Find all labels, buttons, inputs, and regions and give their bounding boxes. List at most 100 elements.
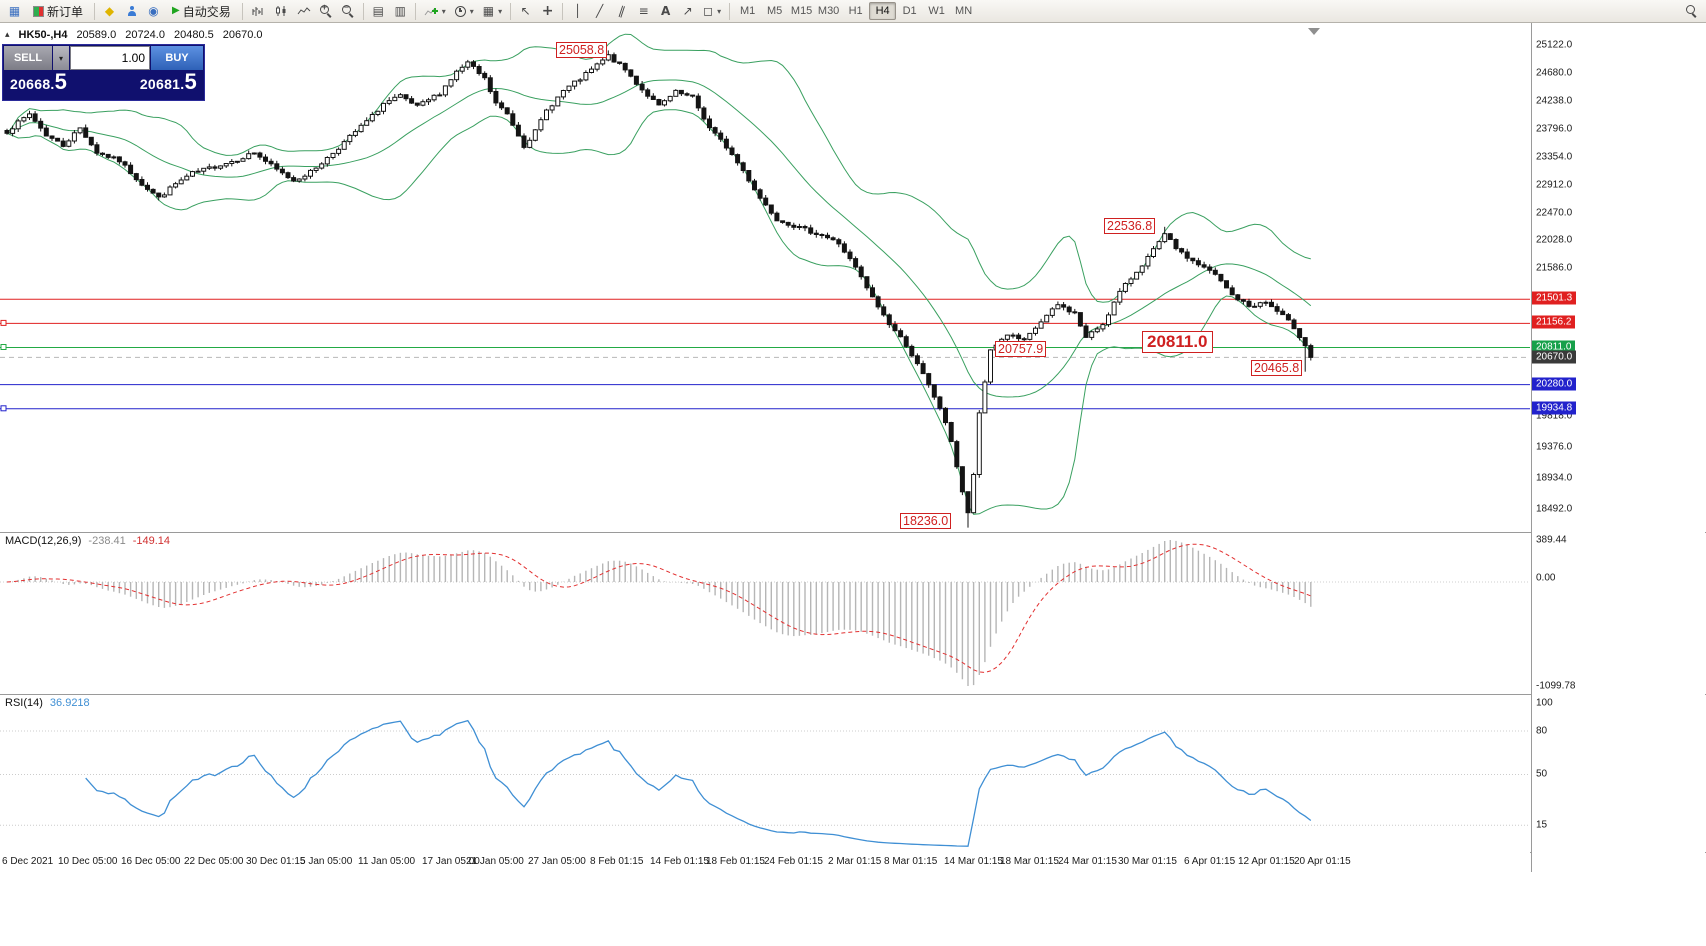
zoom-in-button[interactable]: + [316,2,337,21]
axis-label: 23796.0 [1536,123,1573,135]
symbol-label: HK50-,H4 [18,29,68,41]
toolbar: ▦ 新订单 ◆ ◉ ▶ 自动交易 + − ▤ ▥ ▾ ▾ ▦ ▾ ↖ + │ ╱ ∥… [0,0,1706,23]
vertical-line-tool-button[interactable]: │ [567,2,588,21]
candle-chart-type-button[interactable] [270,2,292,21]
timeframe-M15[interactable]: M15 [790,5,813,17]
price-annotation[interactable]: 18236.0 [900,513,952,529]
price-tag: 21156.2 [1532,315,1576,329]
bar-chart-type-button[interactable] [247,2,269,21]
chevron-down-icon: ▾ [441,6,446,16]
price-annotation[interactable]: 20811.0 [1142,331,1213,353]
shapes-tool-button[interactable]: ◻ ▾ [699,2,725,21]
ohlc-high: 20724.0 [125,29,165,41]
price-annotation[interactable]: 22536.8 [1104,218,1156,234]
price-axis[interactable]: 25122.0 24680.0 24238.0 23796.0 23354.0 22912… [1531,23,1705,872]
line-chart-type-button[interactable] [293,2,315,21]
tile-windows-button[interactable]: ▤ [368,2,389,21]
chart-shift-marker[interactable] [1308,28,1320,35]
new-order-button[interactable]: 新订单 [26,2,90,21]
price-annotation[interactable]: 20757.9 [995,341,1047,357]
price-chart-canvas[interactable] [0,23,1530,532]
axis-label: 80 [1536,725,1548,737]
macd-panel: MACD(12,26,9) -238.41 -149.14 [0,532,1530,694]
bar-chart-icon [252,7,263,16]
toolbar-separator [94,2,96,20]
price-annotation[interactable]: 20465.8 [1251,360,1303,376]
axis-label: 24238.0 [1536,95,1573,107]
cursor-icon: ↖ [520,4,531,18]
autotrade-button[interactable]: ▶ 自动交易 [165,2,238,21]
ohlc-open: 20589.0 [76,29,117,41]
crosshair-tool-button[interactable]: + [537,2,558,21]
compass-icon: ◆ [104,4,115,18]
chevron-down-icon: ▾ [498,6,503,16]
timeframe-MN[interactable]: MN [955,5,973,17]
axis-label: 23354.0 [1536,151,1573,163]
time-label: 10 Dec 05:00 [58,856,118,867]
search-button[interactable] [1681,2,1702,21]
time-label: 11 Jan 05:00 [358,856,416,867]
timeframe-W1[interactable]: W1 [928,5,945,17]
add-indicator-icon [424,8,438,16]
chart-window-icon: ▦ [8,4,21,18]
time-label: 21 Jan 05:00 [466,856,524,867]
arrow-tool-button[interactable]: ↗ [677,2,698,21]
macd-canvas[interactable] [0,532,1530,694]
time-label: 6 Apr 01:15 [1184,856,1236,867]
line-anchor-marker[interactable] [0,405,7,412]
bollinger-lower [6,109,1312,515]
bollinger-upper [6,33,1311,303]
chart-header: ▴ HK50-,H4 20589.0 20724.0 20480.5 20670.0 [5,29,263,41]
timeframe-M1[interactable]: M1 [739,5,756,17]
panel-separator[interactable] [0,532,1706,533]
channel-tool-button[interactable]: ∥ [611,2,632,21]
text-tool-button[interactable]: A [655,2,676,21]
line-anchor-marker[interactable] [0,344,7,350]
chart-annotations: 25058.8 22536.8 20757.9 20811.0 20465.8 18236… [0,23,1530,532]
line-chart-icon [297,7,311,15]
volume-input[interactable] [70,46,150,70]
market-watch-icon: ◉ [148,4,159,18]
ohlc-close: 20670.0 [222,29,263,41]
trendline-tool-button[interactable]: ╱ [589,2,610,21]
timeframe-H1[interactable]: H1 [848,5,863,17]
cascade-windows-button[interactable]: ▥ [390,2,411,21]
macd-label: MACD(12,26,9) -238.41 -149.14 [5,535,171,547]
axis-label: 0.00 [1536,572,1556,584]
volume-dropdown-button[interactable]: ▾ [53,46,69,70]
line-anchor-marker[interactable] [0,319,7,326]
time-label: 6 Dec 2021 [2,856,54,867]
trendline-icon: ╱ [596,4,604,18]
timeframe-D1[interactable]: D1 [902,5,917,17]
time-axis[interactable]: 6 Dec 2021 10 Dec 05:00 16 Dec 05:00 22 Dec… [0,852,1530,872]
timeframe-M30[interactable]: M30 [817,5,840,17]
toolbar-separator [562,2,564,20]
symbol-marker-icon: ▴ [5,30,10,40]
price-annotation[interactable]: 25058.8 [556,42,608,58]
panel-separator[interactable] [0,694,1706,695]
zoom-out-button[interactable]: − [338,2,359,21]
rsi-canvas[interactable] [0,694,1530,852]
buy-button[interactable]: BUY [151,46,203,70]
fibonacci-tool-button[interactable]: ≡ [633,2,654,21]
timeframe-M5[interactable]: M5 [766,5,783,17]
autotrade-label: 自动交易 [182,4,231,19]
axis-label: 22028.0 [1536,234,1573,246]
templates-button[interactable]: ▦ ▾ [479,2,506,21]
time-label: 24 Mar 01:15 [1058,856,1117,867]
axis-label: 22470.0 [1536,207,1573,219]
time-label: 22 Dec 05:00 [184,856,244,867]
cursor-tool-button[interactable]: ↖ [515,2,536,21]
axis-label: 19376.0 [1536,441,1573,453]
market-watch-button[interactable]: ◉ [143,2,164,21]
profile-button[interactable] [121,2,142,21]
compass-button[interactable]: ◆ [99,2,120,21]
price-tag: 20811.0 [1532,340,1576,354]
sell-button[interactable]: SELL [4,46,52,70]
periods-button[interactable]: ▾ [451,2,478,21]
timeframe-H4[interactable]: H4 [869,2,897,20]
axis-label: 100 [1536,697,1553,709]
add-indicator-button[interactable]: ▾ [420,2,450,21]
chart-window-button[interactable]: ▦ [4,2,25,21]
chevron-down-icon: ▾ [469,6,474,16]
